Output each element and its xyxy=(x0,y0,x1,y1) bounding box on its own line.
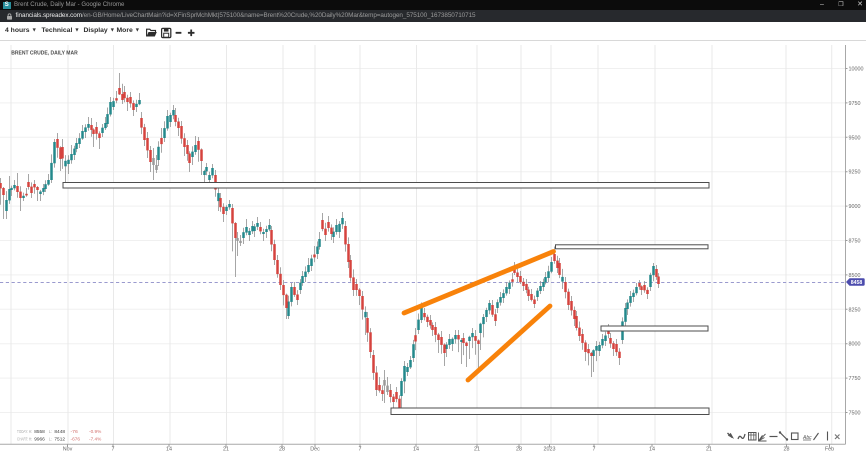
svg-text:2023: 2023 xyxy=(544,447,556,453)
svg-text:14: 14 xyxy=(166,447,172,453)
svg-text:9966: 9966 xyxy=(34,437,45,443)
svg-text:Dec: Dec xyxy=(310,447,320,453)
svg-text:7512: 7512 xyxy=(54,437,65,443)
svg-text:10000: 10000 xyxy=(849,67,864,73)
svg-text:TODAY:: TODAY: xyxy=(17,429,28,435)
svg-text:7: 7 xyxy=(593,447,596,453)
svg-text:CHART:: CHART: xyxy=(17,437,28,443)
svg-text:28: 28 xyxy=(784,447,790,453)
svg-text:7750: 7750 xyxy=(849,376,861,382)
svg-text:28: 28 xyxy=(279,447,285,453)
svg-text:L:: L: xyxy=(49,437,52,443)
svg-text:8000: 8000 xyxy=(849,342,861,348)
svg-text:8500: 8500 xyxy=(849,273,861,279)
svg-text:Abc: Abc xyxy=(802,435,812,441)
svg-text:21: 21 xyxy=(706,447,712,453)
svg-text:21: 21 xyxy=(223,447,229,453)
svg-text:-676: -676 xyxy=(71,437,81,443)
svg-text:7500: 7500 xyxy=(849,411,861,417)
svg-text:14: 14 xyxy=(649,447,655,453)
svg-text:8558: 8558 xyxy=(34,429,45,435)
svg-text:8250: 8250 xyxy=(849,307,861,313)
svg-text:14: 14 xyxy=(413,447,419,453)
svg-text:-76: -76 xyxy=(71,429,79,435)
svg-text:H:: H: xyxy=(29,437,33,443)
svg-text:8750: 8750 xyxy=(849,239,861,245)
svg-text:9500: 9500 xyxy=(849,135,861,141)
svg-text:H:: H: xyxy=(29,429,33,435)
svg-text:8458: 8458 xyxy=(851,280,863,286)
svg-text:-0.9%: -0.9% xyxy=(89,429,102,435)
svg-text:28: 28 xyxy=(516,447,522,453)
svg-text:7: 7 xyxy=(112,447,115,453)
svg-text:21: 21 xyxy=(474,447,480,453)
svg-text:L:: L: xyxy=(49,429,52,435)
svg-text:BRENT CRUDE, DAILY MAR: BRENT CRUDE, DAILY MAR xyxy=(11,50,78,56)
svg-text:9000: 9000 xyxy=(849,204,861,210)
svg-text:-7.4%: -7.4% xyxy=(89,437,102,443)
svg-text:7: 7 xyxy=(359,447,362,453)
svg-text:9250: 9250 xyxy=(849,170,861,176)
svg-text:9750: 9750 xyxy=(849,101,861,107)
svg-text:Nov: Nov xyxy=(63,447,73,453)
svg-text:Feb: Feb xyxy=(825,447,834,453)
svg-text:8448: 8448 xyxy=(54,429,65,435)
